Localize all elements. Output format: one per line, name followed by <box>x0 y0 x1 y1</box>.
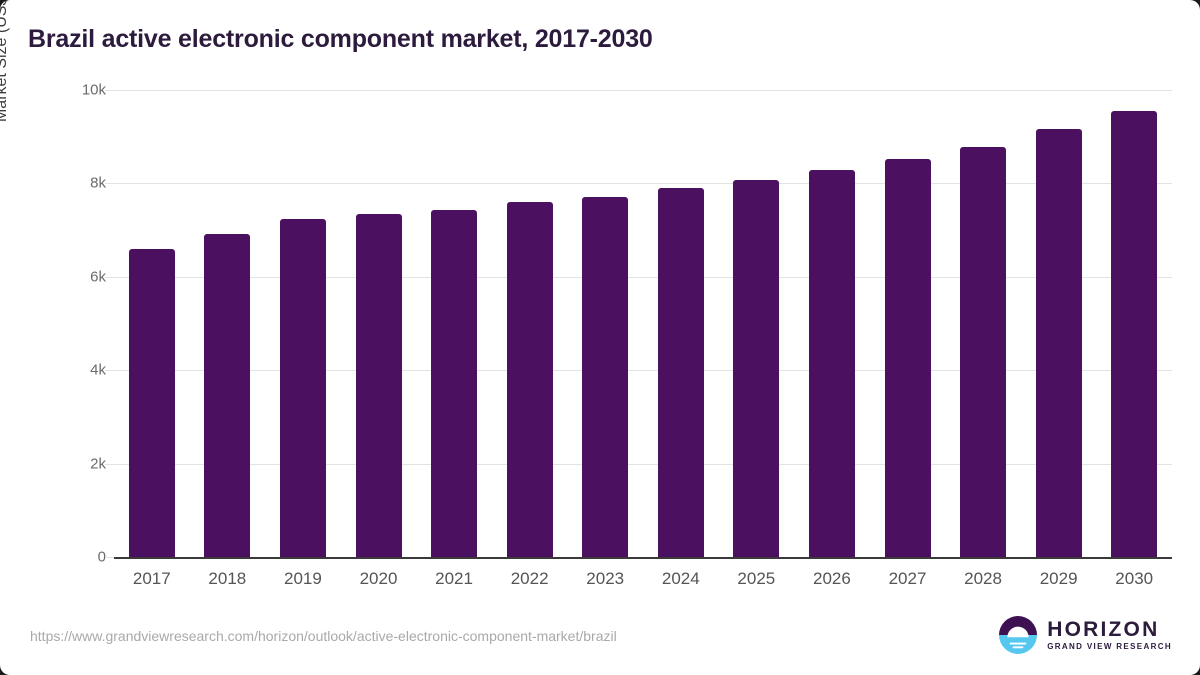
y-axis-tick-mark <box>105 276 114 278</box>
logo-wordmark: HORIZON <box>1047 618 1160 641</box>
y-axis-title: Market Size (US$M) <box>0 0 10 123</box>
x-axis-tick-label: 2029 <box>1039 569 1078 588</box>
gridline <box>114 276 1172 278</box>
bar[interactable] <box>1111 111 1158 557</box>
gridline <box>114 370 1172 372</box>
x-axis-tick-label: 2017 <box>132 569 171 588</box>
page-title: Brazil active electronic component marke… <box>28 25 653 53</box>
y-axis-tick-mark <box>105 90 114 91</box>
y-axis-tick-label: 10k <box>81 81 106 99</box>
y-axis-tick-mark <box>105 463 114 465</box>
horizon-logo-icon <box>999 616 1038 654</box>
x-axis-tick-label: 2021 <box>435 569 473 588</box>
bar[interactable] <box>960 146 1007 557</box>
bar[interactable] <box>733 180 780 557</box>
x-axis-tick-label: 2024 <box>661 569 700 588</box>
bar[interactable] <box>204 233 251 557</box>
y-axis-tick-mark <box>105 557 114 558</box>
bars-layer <box>114 90 1172 557</box>
logo-tagline: GRAND VIEW RESEARCH <box>1047 642 1172 651</box>
y-axis-tick-label: 8k <box>90 174 106 192</box>
bar[interactable] <box>808 169 855 557</box>
y-axis-tick-mark <box>105 370 114 372</box>
bar[interactable] <box>279 218 326 557</box>
gridline <box>114 183 1172 185</box>
x-axis-tick-label: 2027 <box>888 569 927 588</box>
bar[interactable] <box>884 159 931 557</box>
bar[interactable] <box>582 196 629 557</box>
bar[interactable] <box>128 248 175 557</box>
x-axis-tick-label: 2030 <box>1115 569 1154 588</box>
gridline <box>114 557 1172 559</box>
x-axis-tick-label: 2018 <box>208 569 247 588</box>
bar[interactable] <box>1035 128 1082 557</box>
gridline <box>114 90 1172 91</box>
x-axis-tick-label: 2019 <box>284 569 322 588</box>
y-axis-tick-label: 2k <box>90 455 106 473</box>
x-axis-tick-label: 2023 <box>586 569 625 588</box>
y-axis-tick-label: 6k <box>90 268 106 286</box>
logo-text-block: HORIZON GRAND VIEW RESEARCH <box>1047 619 1172 651</box>
bar[interactable] <box>506 202 553 557</box>
bar[interactable] <box>355 213 402 557</box>
y-axis-tick-mark <box>105 183 114 185</box>
x-axis-tick-label: 2022 <box>510 569 549 588</box>
plot-area: 0 2k 4k 6k 8k 10k 2017 2018 2019 2020 2021 2022 202… <box>82 82 1172 588</box>
source-url[interactable]: https://www.grandviewresearch.com/horizo… <box>30 628 617 644</box>
y-axis-tick-label: 4k <box>90 361 106 379</box>
gridline <box>114 463 1172 465</box>
x-axis-tick-label: 2020 <box>359 569 398 588</box>
x-axis-tick-label: 2025 <box>737 569 776 588</box>
y-axis-tick-label: 0 <box>97 548 106 566</box>
bar[interactable] <box>431 210 478 557</box>
x-axis-tick-label: 2026 <box>813 569 851 588</box>
x-axis-tick-label: 2028 <box>964 569 1002 588</box>
brand-logo: HORIZON GRAND VIEW RESEARCH <box>999 616 1172 654</box>
bar[interactable] <box>657 188 704 557</box>
